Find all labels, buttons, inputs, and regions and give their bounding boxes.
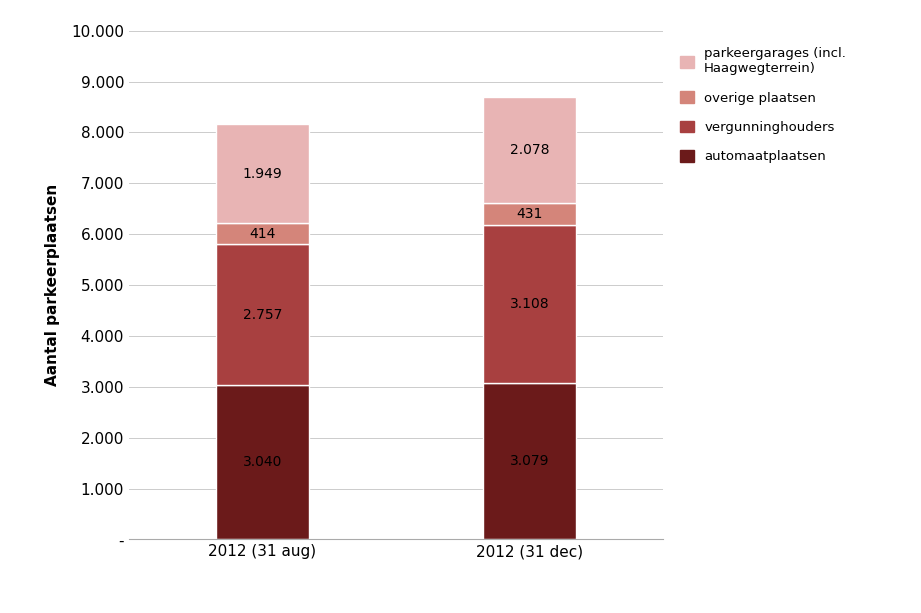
Bar — [216, 124, 309, 223]
Bar — [216, 223, 309, 245]
Text: 414: 414 — [250, 227, 275, 241]
Text: 2.757: 2.757 — [243, 308, 282, 322]
Text: 2.078: 2.078 — [510, 143, 549, 157]
Text: 3.108: 3.108 — [509, 297, 550, 311]
Text: 3.040: 3.040 — [243, 455, 282, 469]
Legend: parkeergarages (incl.
Haagwegterrein), overige plaatsen, vergunninghouders, auto: parkeergarages (incl. Haagwegterrein), o… — [681, 47, 846, 163]
Bar — [483, 203, 577, 224]
Text: 3.079: 3.079 — [510, 454, 549, 468]
Text: 431: 431 — [517, 207, 542, 221]
Bar — [483, 224, 577, 383]
Y-axis label: Aantal parkeerplaatsen: Aantal parkeerplaatsen — [45, 184, 60, 386]
Bar — [483, 97, 577, 203]
Text: 1.949: 1.949 — [242, 167, 283, 181]
Bar — [216, 385, 309, 539]
Bar — [216, 245, 309, 385]
Bar — [483, 383, 577, 539]
